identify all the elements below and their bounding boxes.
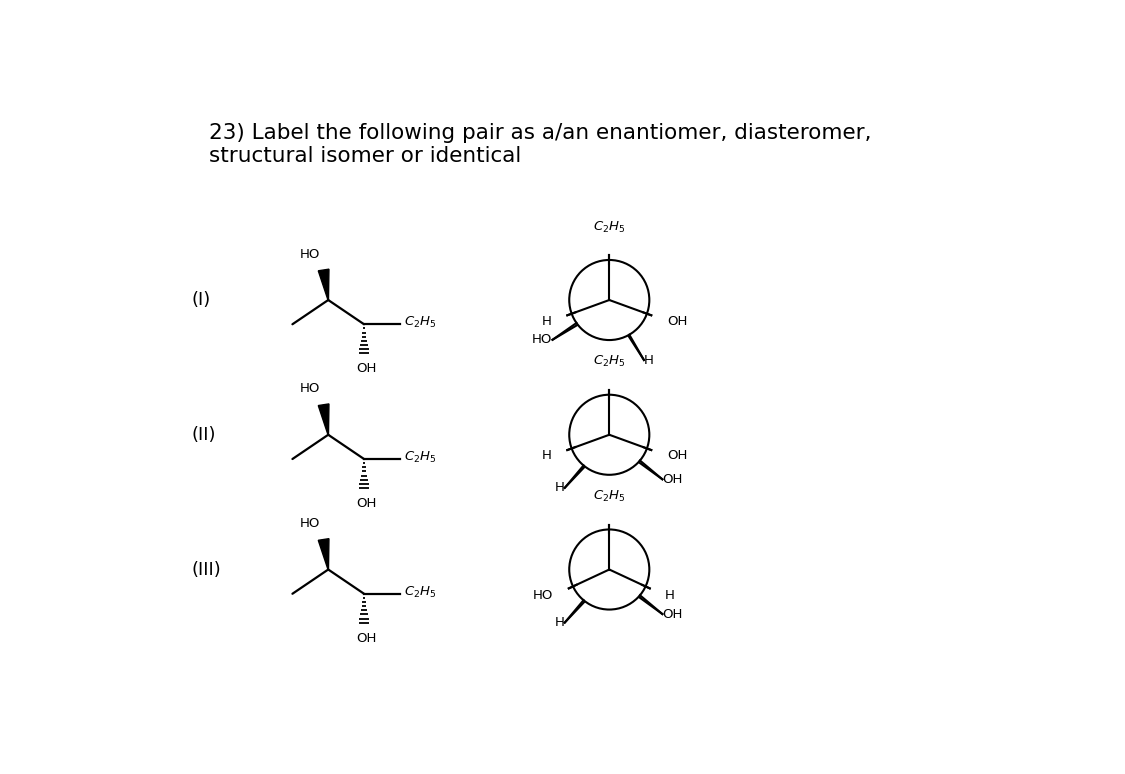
Text: OH: OH <box>667 450 687 462</box>
Text: HO: HO <box>533 589 554 602</box>
Text: OH: OH <box>663 473 683 486</box>
Circle shape <box>569 529 649 610</box>
Text: OH: OH <box>663 608 683 621</box>
Text: HO: HO <box>532 334 552 346</box>
Text: HO: HO <box>299 248 319 261</box>
Text: OH: OH <box>357 362 377 375</box>
Polygon shape <box>318 539 328 570</box>
Text: $C_2H_5$: $C_2H_5$ <box>404 584 436 600</box>
Polygon shape <box>318 269 328 300</box>
Text: OH: OH <box>357 632 377 645</box>
Text: (II): (II) <box>191 426 216 444</box>
Text: structural isomer or identical: structural isomer or identical <box>209 146 521 166</box>
Text: H: H <box>644 354 654 367</box>
Text: H: H <box>541 450 551 462</box>
Text: (III): (III) <box>191 560 220 578</box>
Text: HO: HO <box>299 382 319 396</box>
Polygon shape <box>318 404 328 435</box>
Text: (I): (I) <box>191 291 210 309</box>
Text: $C_2H_5$: $C_2H_5$ <box>404 315 436 330</box>
Text: OH: OH <box>357 497 377 510</box>
Text: H: H <box>541 314 551 327</box>
Text: $C_2H_5$: $C_2H_5$ <box>593 220 626 235</box>
Circle shape <box>569 260 649 340</box>
Text: H: H <box>665 589 675 602</box>
Text: $C_2H_5$: $C_2H_5$ <box>593 354 626 369</box>
Text: H: H <box>555 481 565 495</box>
Text: $C_2H_5$: $C_2H_5$ <box>404 450 436 465</box>
Text: OH: OH <box>667 314 687 327</box>
Text: H: H <box>555 616 565 629</box>
Text: $C_2H_5$: $C_2H_5$ <box>593 489 626 504</box>
Text: HO: HO <box>299 517 319 530</box>
Text: 23) Label the following pair as a/an enantiomer, diasteromer,: 23) Label the following pair as a/an ena… <box>209 123 872 143</box>
Circle shape <box>569 395 649 474</box>
